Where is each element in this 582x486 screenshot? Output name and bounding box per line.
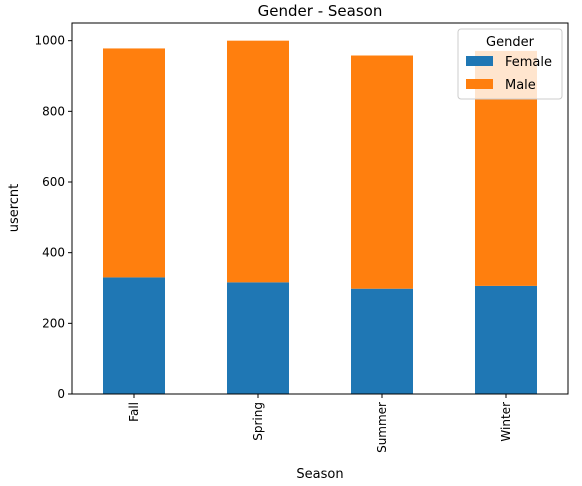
bar-female-fall: [103, 277, 165, 394]
bar-female-spring: [227, 282, 289, 394]
legend-label-female: Female: [505, 55, 552, 70]
legend-swatch-male: [466, 79, 493, 89]
bar-female-summer: [351, 288, 413, 394]
y-tick-label: 800: [42, 104, 65, 118]
chart-title: Gender - Season: [258, 2, 383, 20]
y-axis-label: usercnt: [7, 184, 22, 233]
x-tick-label-summer: Summer: [375, 402, 389, 453]
x-tick-label-spring: Spring: [251, 402, 265, 441]
legend-label-male: Male: [505, 78, 536, 93]
bar-male-spring: [227, 40, 289, 283]
x-axis: Fall Spring Summer Winter: [127, 394, 513, 453]
bar-male-summer: [351, 55, 413, 289]
legend-title: Gender: [486, 35, 535, 50]
x-axis-label: Season: [296, 467, 343, 482]
y-tick-label: 400: [42, 246, 65, 260]
plot-frame: [71, 22, 569, 395]
bars-group: [103, 40, 537, 394]
y-axis: 0 200 400 600 800 1000: [34, 34, 72, 401]
y-tick-label: 0: [57, 387, 65, 401]
bar-female-winter: [475, 285, 537, 394]
y-tick-label: 600: [42, 175, 65, 189]
x-tick-label-winter: Winter: [499, 402, 513, 442]
legend-swatch-female: [466, 56, 493, 66]
legend: Gender Female Male: [457, 28, 563, 100]
y-tick-label: 200: [42, 316, 65, 330]
bar-male-fall: [103, 48, 165, 278]
x-tick-label-fall: Fall: [127, 402, 141, 422]
y-tick-label: 1000: [34, 34, 65, 48]
